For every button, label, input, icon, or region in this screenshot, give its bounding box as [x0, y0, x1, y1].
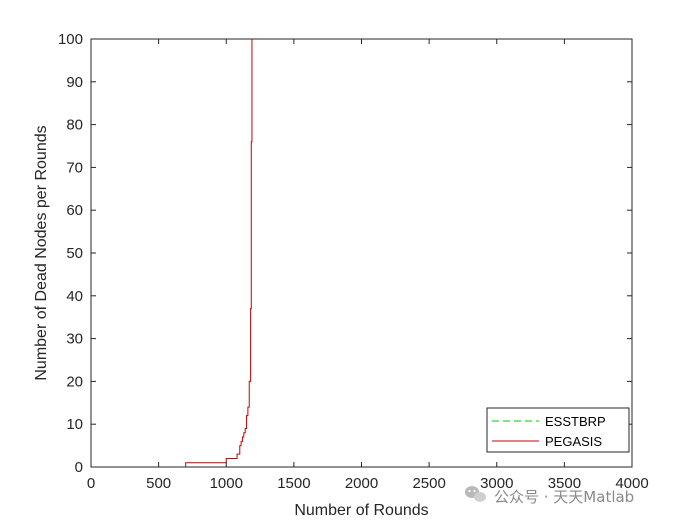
x-tick-label: 0 [87, 475, 95, 492]
legend: ESSTBRP PEGASIS [486, 407, 630, 453]
x-axis-label: Number of Rounds [294, 502, 428, 519]
x-tick-label: 4000 [615, 475, 648, 492]
x-tick-label: 3500 [548, 475, 581, 492]
x-tick-label: 1500 [277, 475, 310, 492]
y-tick-label: 90 [66, 74, 83, 91]
y-tick-label: 70 [66, 159, 83, 176]
y-axis-label: Number of Dead Nodes per Rounds [33, 125, 50, 380]
y-tick-label: 10 [66, 416, 83, 433]
watermark-text: 公众号 · 天天Matlab [494, 488, 634, 506]
y-tick-label: 100 [58, 31, 83, 48]
watermark: 公众号 · 天天Matlab [465, 486, 634, 506]
legend-label-pegasis: PEGASIS [545, 434, 602, 449]
x-tick-label: 2500 [412, 475, 445, 492]
y-tick-label: 80 [66, 117, 83, 134]
plot-area [91, 39, 632, 467]
x-tick-label: 3000 [480, 475, 513, 492]
y-tick-label: 30 [66, 331, 83, 348]
y-tick-label: 20 [66, 373, 83, 390]
ticks-layer: 0 500 1000 1500 2000 2500 3000 3500 4000 0 10 20 30 4… [58, 31, 649, 492]
legend-box [486, 407, 630, 453]
legend-label-esstbrp: ESSTBRP [545, 414, 606, 429]
x-tick-label: 500 [146, 475, 171, 492]
x-tick-label: 2000 [345, 475, 378, 492]
y-tick-label: 50 [66, 245, 83, 262]
series-line-pegasis [91, 38, 632, 468]
y-tick-label: 60 [66, 202, 83, 219]
x-tick-label: 1000 [210, 475, 243, 492]
y-tick-label: 40 [66, 288, 83, 305]
wechat-icon [465, 486, 486, 502]
y-tick-label: 0 [75, 459, 83, 476]
